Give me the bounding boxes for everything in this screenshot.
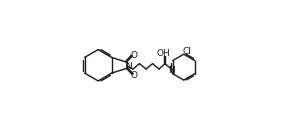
Text: N: N: [126, 62, 132, 71]
Text: O: O: [130, 51, 137, 60]
Text: OH: OH: [157, 49, 170, 58]
Text: Cl: Cl: [182, 47, 191, 56]
Text: O: O: [130, 71, 137, 80]
Text: N: N: [168, 67, 175, 75]
